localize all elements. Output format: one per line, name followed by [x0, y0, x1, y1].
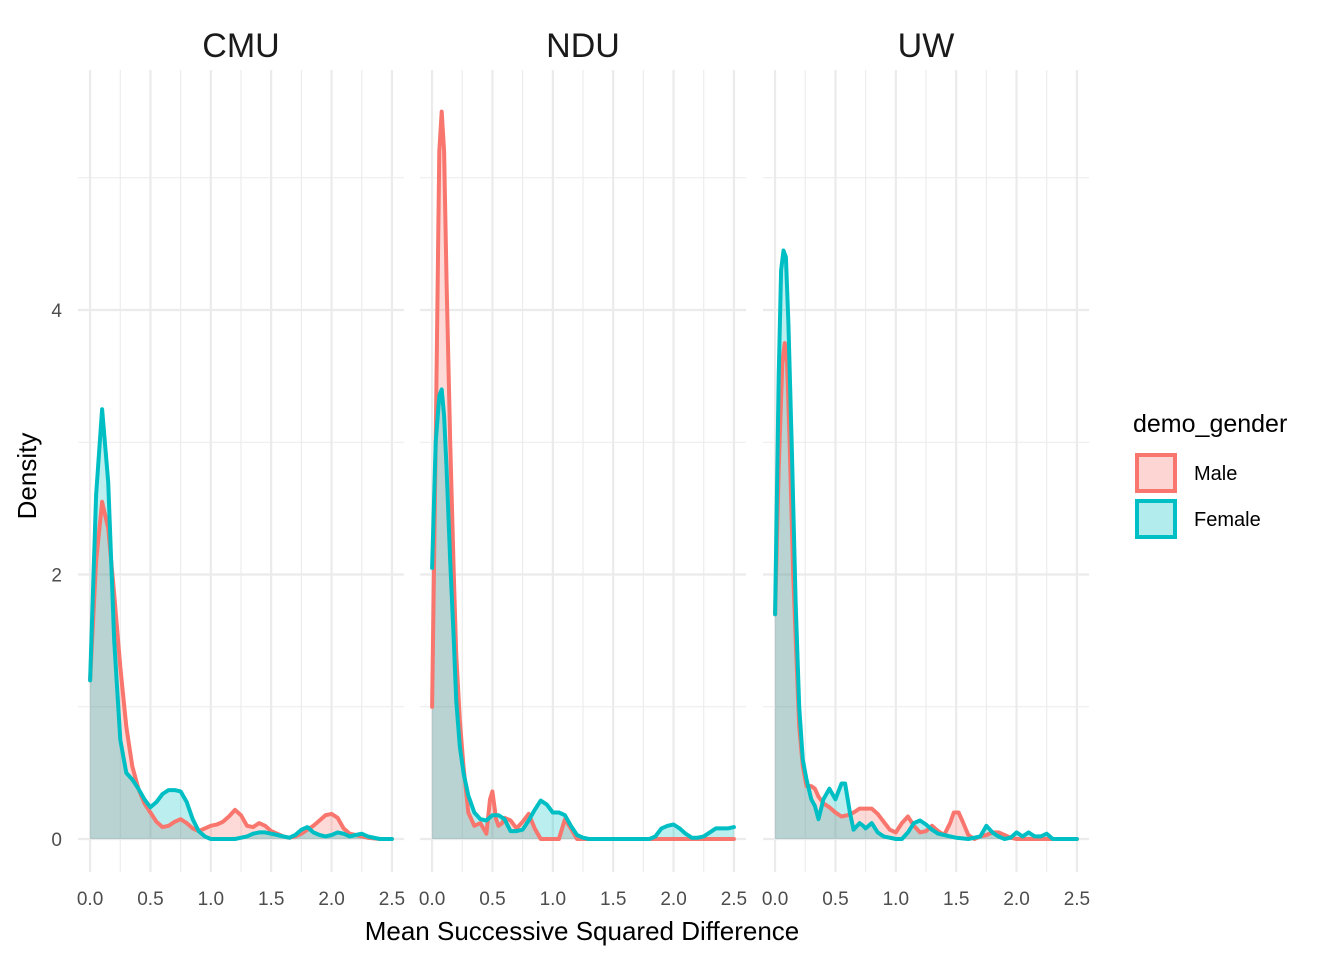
legend-item-female: Female — [1135, 499, 1261, 539]
legend-title: demo_gender — [1133, 410, 1287, 438]
facet-panels: CMU 0.0 0.5 1.0 1.5 2.0 2.5 NDU 0.0 0.5 1.0 1.5 2.0 2… — [77, 27, 1090, 910]
density-area-male — [775, 343, 1077, 839]
density-line-female — [430, 387, 736, 841]
x-tick-label: 0.0 — [419, 889, 445, 910]
x-tick-label: 0.5 — [137, 889, 163, 910]
facet-title: NDU — [546, 27, 620, 65]
x-tick-label: 2.5 — [1064, 889, 1090, 910]
facet-panel-ndu: NDU 0.0 0.5 1.0 1.5 2.0 2.5 — [419, 27, 747, 910]
legend-item-male: Male — [1135, 453, 1237, 493]
facet-title: UW — [898, 27, 955, 65]
x-tick-label: 1.0 — [883, 889, 909, 910]
y-tick-label: 0 — [51, 830, 62, 851]
x-tick-label: 1.0 — [540, 889, 566, 910]
x-tick-label: 2.0 — [1003, 889, 1029, 910]
x-tick-label: 2.0 — [318, 889, 344, 910]
density-area-female — [432, 389, 734, 839]
x-tick-label: 0.0 — [77, 889, 103, 910]
density-line-female — [773, 248, 1079, 841]
x-tick-label: 1.0 — [198, 889, 224, 910]
density-line-female — [88, 407, 394, 841]
density-area-male — [90, 501, 392, 839]
legend-label: Male — [1194, 463, 1237, 485]
x-tick-label: 2.5 — [721, 889, 747, 910]
legend-swatch — [1135, 499, 1177, 539]
x-tick-label: 0.0 — [762, 889, 788, 910]
x-tick-label: 1.5 — [258, 889, 284, 910]
y-tick-labels: 0 2 4 — [51, 301, 62, 851]
facet-panel-cmu: CMU 0.0 0.5 1.0 1.5 2.0 2.5 — [77, 27, 405, 910]
x-tick-label: 2.0 — [660, 889, 686, 910]
facet-panel-uw: UW 0.0 0.5 1.0 1.5 2.0 2.5 — [762, 27, 1090, 910]
x-tick-label: 1.5 — [943, 889, 969, 910]
x-axis-title: Mean Successive Squared Difference — [365, 916, 800, 946]
density-area-female — [90, 409, 392, 839]
legend-label: Female — [1194, 509, 1261, 531]
y-tick-label: 2 — [51, 566, 62, 587]
x-tick-label: 0.5 — [822, 889, 848, 910]
legend-entries: Male Female — [1135, 453, 1261, 539]
facet-title: CMU — [202, 27, 279, 65]
y-axis-title: Density — [12, 433, 42, 520]
x-tick-label: 1.5 — [600, 889, 626, 910]
y-tick-label: 4 — [51, 301, 62, 322]
legend-swatch — [1135, 453, 1177, 493]
legend: demo_gender Male Female — [1133, 410, 1287, 539]
x-tick-label: 2.5 — [379, 889, 405, 910]
x-tick-label: 0.5 — [479, 889, 505, 910]
